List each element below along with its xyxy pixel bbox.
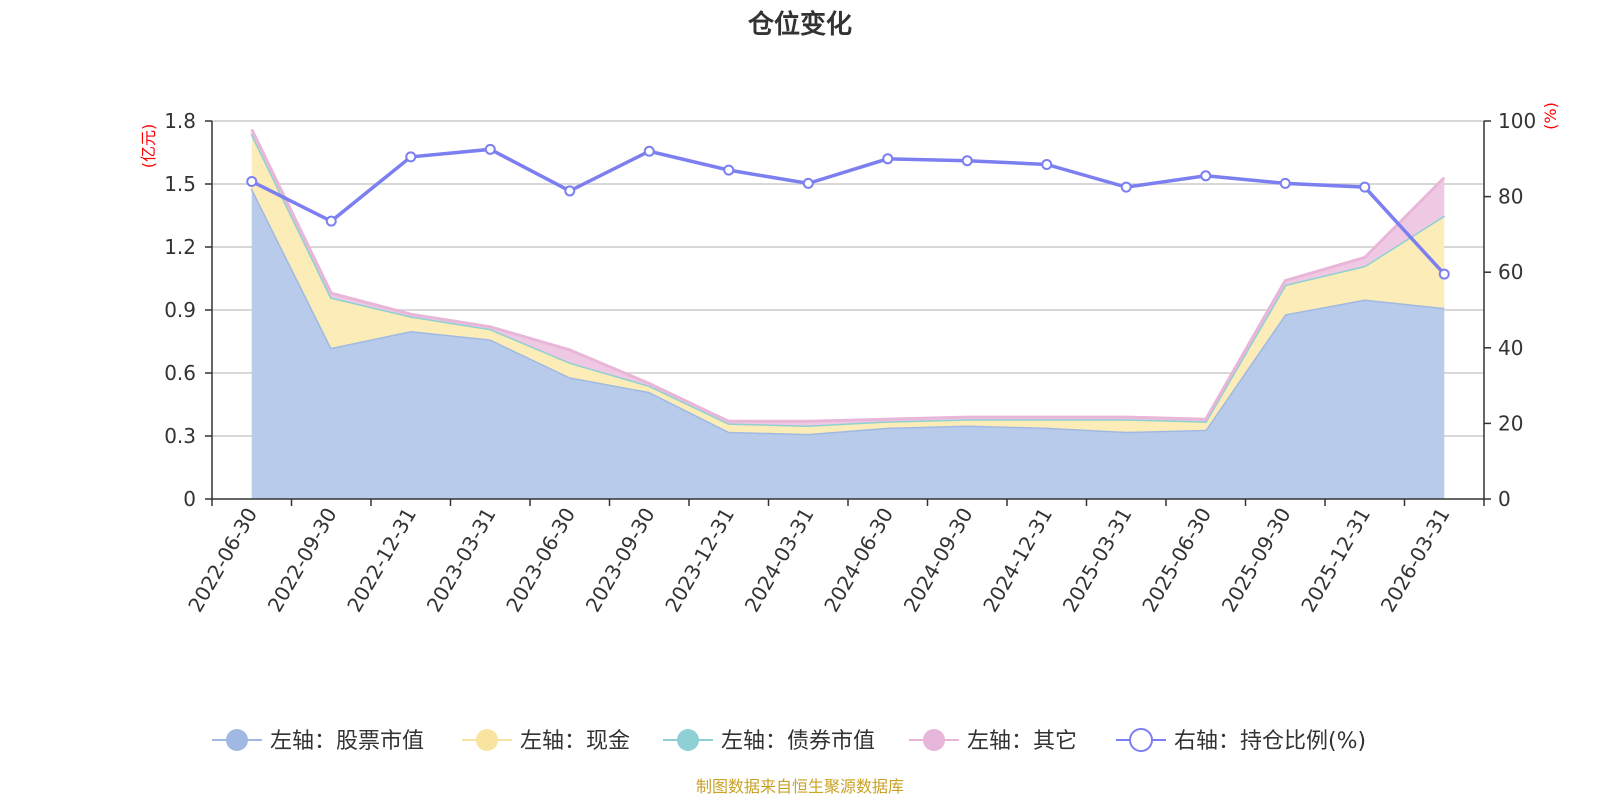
x-tick-label: 2026-03-31 xyxy=(1376,504,1455,617)
left-tick-label: 0.6 xyxy=(164,361,196,385)
right-tick-label: 60 xyxy=(1498,260,1523,284)
ratio-point xyxy=(643,145,655,157)
x-tick-label: 2025-09-30 xyxy=(1217,504,1296,617)
right-axis-ticks: 0 20 40 60 80 100 xyxy=(1498,109,1536,511)
holding-ratio-line xyxy=(246,143,1450,280)
legend-marker xyxy=(1129,728,1153,752)
area-左轴：现金 xyxy=(251,133,1445,434)
ratio-line-path xyxy=(250,147,1446,276)
ratio-point xyxy=(1438,268,1450,280)
ratio-point xyxy=(325,215,337,227)
x-tick-label: 2023-06-30 xyxy=(501,504,580,617)
ratio-point xyxy=(723,164,735,176)
axes xyxy=(205,120,1491,506)
x-tick-label: 2025-06-30 xyxy=(1137,504,1216,617)
left-tick-label: 1.2 xyxy=(164,235,196,259)
x-tick-label: 2025-03-31 xyxy=(1058,504,1137,617)
right-tick-label: 40 xyxy=(1498,336,1523,360)
area-左轴：其它 xyxy=(251,129,1445,426)
ratio-point xyxy=(1041,158,1053,170)
x-tick-label: 2022-09-30 xyxy=(263,504,342,617)
left-tick-label: 0.9 xyxy=(164,298,196,322)
stacked-areas xyxy=(250,128,1446,499)
x-tick-label: 2023-12-31 xyxy=(660,504,739,617)
ratio-point xyxy=(246,175,258,187)
source-note: 制图数据来自恒生聚源数据库 xyxy=(696,777,904,796)
ratio-point xyxy=(802,177,814,189)
ratio-point xyxy=(1359,181,1371,193)
x-tick-label: 2024-03-31 xyxy=(740,504,819,617)
ratio-point xyxy=(961,155,973,167)
x-tick-label: 2024-12-31 xyxy=(978,504,1057,617)
x-tick-label: 2023-09-30 xyxy=(581,504,660,617)
x-tick-label: 2024-09-30 xyxy=(899,504,978,617)
left-axis-ticks: 0 0.3 0.6 0.9 1.2 1.5 1.8 xyxy=(164,109,196,511)
left-tick-label: 1.8 xyxy=(164,109,196,133)
right-tick-label: 100 xyxy=(1498,109,1536,133)
left-axis-unit: (亿元) xyxy=(139,124,158,169)
x-axis-ticks: 2022-06-30 2022-09-30 2022-12-31 2023-03-31… xyxy=(183,504,1454,617)
x-tick-label: 2022-12-31 xyxy=(342,504,421,617)
ratio-point xyxy=(1279,177,1291,189)
legend-marker xyxy=(923,729,945,751)
legend-label: 左轴：股票市值 xyxy=(270,729,424,754)
right-axis-unit: (%) xyxy=(1541,102,1560,130)
x-tick-label: 2022-06-30 xyxy=(183,504,262,617)
chart-title: 仓位变化 xyxy=(747,9,852,40)
area-edge-左轴：其它 xyxy=(250,128,1446,423)
ratio-point xyxy=(882,153,894,165)
legend-label: 左轴：债券市值 xyxy=(721,729,875,754)
x-tick-label: 2023-03-31 xyxy=(422,504,501,617)
ratio-point xyxy=(1200,170,1212,182)
left-tick-label: 0.3 xyxy=(164,424,196,448)
legend-label: 右轴：持仓比例(%) xyxy=(1174,729,1366,754)
ratio-point xyxy=(564,185,576,197)
right-tick-label: 20 xyxy=(1498,411,1523,435)
left-tick-label: 1.5 xyxy=(164,172,196,196)
right-tick-label: 80 xyxy=(1498,185,1523,209)
legend: 左轴：股票市值 左轴：现金 左轴：债券市值 左轴：其它 右轴：持仓比例(%) xyxy=(212,728,1366,754)
left-tick-label: 0 xyxy=(183,487,196,511)
legend-marker xyxy=(677,729,699,751)
x-tick-label: 2024-06-30 xyxy=(819,504,898,617)
right-tick-label: 0 xyxy=(1498,487,1511,511)
legend-label: 左轴：其它 xyxy=(967,729,1077,754)
ratio-point xyxy=(405,151,417,163)
x-tick-label: 2025-12-31 xyxy=(1296,504,1375,617)
ratio-point xyxy=(1120,181,1132,193)
legend-marker xyxy=(226,729,248,751)
legend-label: 左轴：现金 xyxy=(520,729,630,754)
ratio-point xyxy=(484,143,496,155)
legend-marker xyxy=(476,729,498,751)
area-左轴：股票市值 xyxy=(251,188,1445,499)
